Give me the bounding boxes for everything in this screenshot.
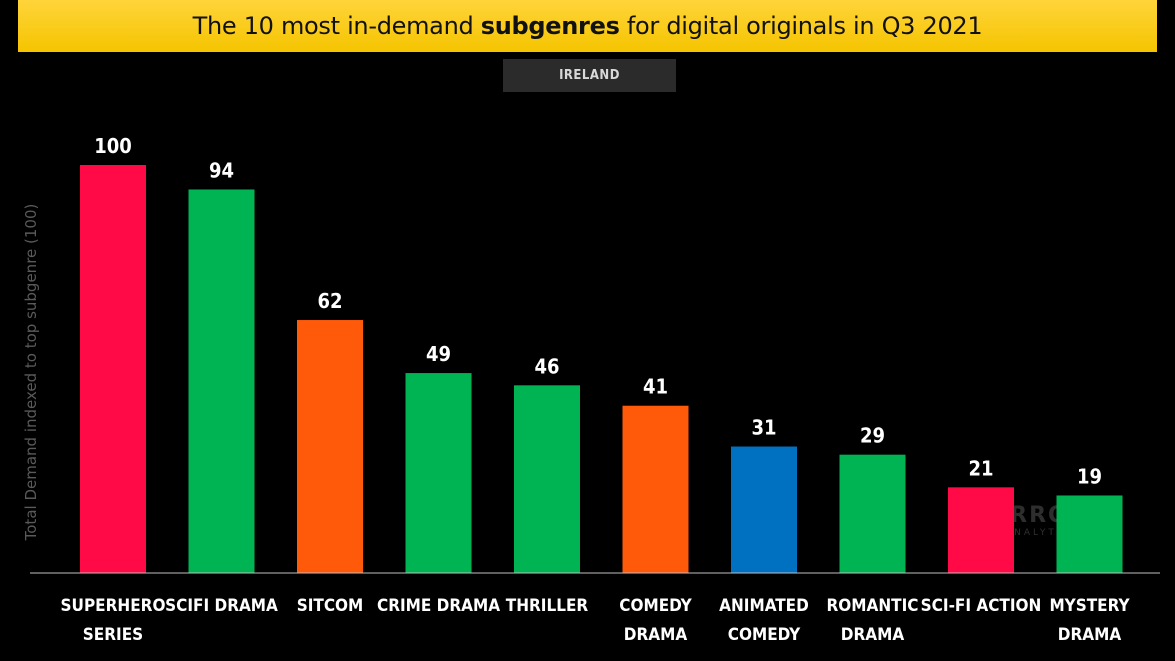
bar-6 [622,405,689,573]
bar-7 [731,446,797,573]
bar-8 [839,454,906,573]
category-label-line: ROMANTIC [827,596,919,616]
title-bar: The 10 most in-demand subgenres for digi… [18,0,1157,52]
category-label: MYSTERY DRAMA [1049,596,1130,645]
labels-layer: 100 SUPERHERO SERIES 94 SCIFI DRAMA 62 SITCOM 4… [61,134,1131,645]
bar-value-label: 62 [317,289,342,313]
category-label-line: DRAMA [1058,625,1122,645]
bar-value-label: 41 [643,375,668,399]
bar-1 [80,165,146,573]
bar-value-label: 21 [968,456,993,480]
category-label: SCI-FI ACTION [921,596,1042,616]
category-label-line: THRILLER [506,596,589,616]
category-label: ROMANTIC DRAMA [827,596,919,645]
category-label-line: MYSTERY [1049,596,1130,616]
category-label-line: ANIMATED [719,596,809,616]
category-label-line: SERIES [83,625,143,645]
bar-value-label: 49 [426,342,451,366]
category-label-line: SCIFI DRAMA [165,596,278,616]
category-label: SUPERHERO SERIES [61,596,166,645]
category-label: CRIME DRAMA [377,596,500,616]
bar-2 [188,189,255,574]
bar-10 [1056,495,1123,573]
bar-9 [948,487,1014,573]
category-label-line: SITCOM [297,596,364,616]
category-label-line: COMEDY [728,625,801,645]
category-label-line: CRIME DRAMA [377,596,500,616]
bar-3 [297,320,363,573]
bar-value-label: 29 [860,424,885,448]
category-label-line: DRAMA [624,625,688,645]
category-label-line: COMEDY [619,596,692,616]
category-label: THRILLER [506,596,589,616]
bar-value-label: 19 [1077,464,1102,488]
bar-4 [405,373,472,573]
bar-value-label: 100 [94,134,132,158]
bar-value-label: 46 [534,354,559,378]
category-label-line: SUPERHERO [61,596,166,616]
chart-title: The 10 most in-demand subgenres for digi… [192,12,983,40]
category-label: SCIFI DRAMA [165,596,278,616]
bar-5 [514,385,580,573]
bars-layer [80,165,1123,574]
bar-value-label: 31 [751,416,776,440]
region-badge: IRELAND [503,59,676,92]
category-label-line: SCI-FI ACTION [921,596,1042,616]
bar-value-label: 94 [209,158,234,182]
category-label-line: DRAMA [841,625,905,645]
category-label: COMEDY DRAMA [619,596,692,645]
category-label: ANIMATED COMEDY [719,596,809,645]
category-label: SITCOM [297,596,364,616]
